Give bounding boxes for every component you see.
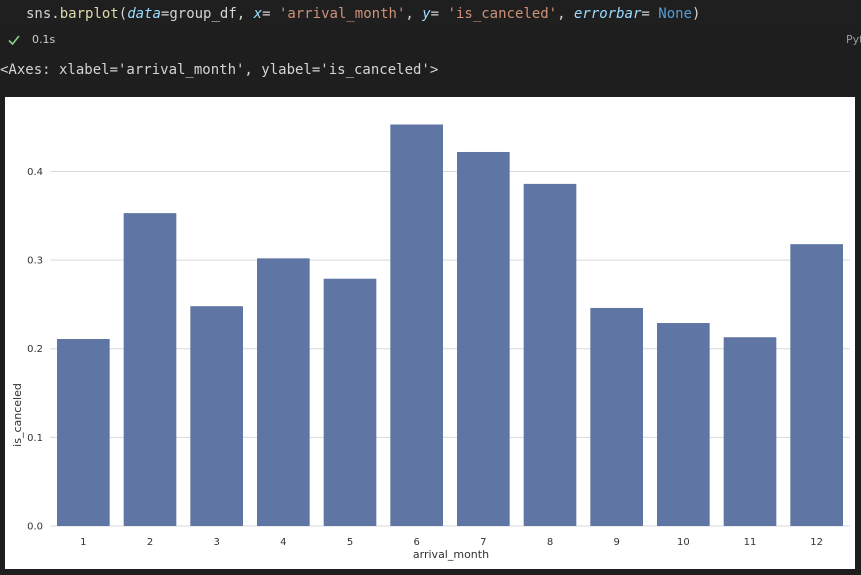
code-arg-errorbar-name: errorbar (573, 6, 642, 22)
x-tick-label: 2 (147, 537, 153, 548)
x-tick-label: 10 (677, 537, 690, 548)
bar-month-4 (257, 258, 310, 526)
y-axis-label: is_canceled (11, 383, 24, 447)
x-tick-label: 9 (613, 537, 619, 548)
y-tick-label: 0.1 (27, 433, 43, 444)
bar-month-2 (123, 213, 177, 526)
bar-month-5 (323, 278, 377, 526)
y-tick-labels: 0.0 0.1 0.2 0.3 0.4 (27, 167, 43, 533)
kernel-label[interactable]: Pyt (846, 33, 861, 46)
bar-month-7 (457, 151, 510, 526)
code-arg-y-name: y (422, 6, 431, 22)
y-tick-label: 0.0 (27, 522, 43, 533)
x-tick-label: 4 (280, 537, 286, 548)
bar-chart: 0.00.10.20.30.4 1 2 3 4 5 6 7 8 9 10 11 12 arrival_… (11, 124, 850, 561)
x-tick-label: 6 (413, 537, 419, 548)
x-tick-label: 1 (80, 537, 86, 548)
code-arg-errorbar-value: None (658, 6, 692, 22)
code-arg-y-value: 'is_canceled' (447, 6, 558, 22)
x-tick-labels: 1 2 3 4 5 6 7 8 9 10 11 12 (80, 537, 823, 548)
output-repr: <Axes: xlabel='arrival_month', ylabel='i… (0, 62, 439, 78)
x-tick-label: 11 (744, 537, 757, 548)
code-module: sns (26, 6, 52, 22)
y-tick-label: 0.3 (27, 256, 43, 267)
bar-month-11 (723, 337, 777, 526)
code-arg-x-value: 'arrival_month' (278, 6, 406, 22)
bar-month-8 (523, 183, 577, 526)
execution-status-row: 0.1s Pyt (0, 30, 861, 50)
bar-month-10 (657, 323, 710, 526)
x-axis-label: arrival_month (413, 548, 489, 561)
code-arg-data-value: group_df (169, 6, 237, 22)
x-tick-label: 3 (213, 537, 219, 548)
chart-figure: 0.0 0.1 0.2 0.3 0.4 1 2 3 4 5 6 7 8 9 10 11 12 arrival_… (5, 97, 855, 569)
x-tick-label: 5 (347, 537, 353, 548)
y-tick-label: 0.2 (27, 344, 43, 355)
grid-lines (50, 170, 850, 527)
y-tick-label: 0.4 (27, 167, 43, 178)
code-function: barplot (59, 6, 119, 22)
x-tick-label: 12 (810, 537, 823, 548)
x-tick-label: 7 (480, 537, 486, 548)
code-cell[interactable]: sns.barplot(data=group_df, x= 'arrival_m… (0, 0, 861, 30)
code-arg-data-name: data (127, 6, 161, 22)
bar-month-6 (390, 124, 443, 526)
bar-month-1 (57, 338, 110, 526)
bar-month-9 (590, 307, 643, 526)
code-arg-x-name: x (253, 6, 263, 22)
bar-month-12 (790, 244, 843, 526)
check-icon (7, 32, 21, 46)
bar-month-3 (190, 306, 243, 526)
bars (57, 124, 843, 526)
execution-time: 0.1s (32, 33, 56, 46)
x-tick-label: 8 (547, 537, 553, 548)
code-line[interactable]: sns.barplot(data=group_df, x= 'arrival_m… (26, 6, 701, 22)
